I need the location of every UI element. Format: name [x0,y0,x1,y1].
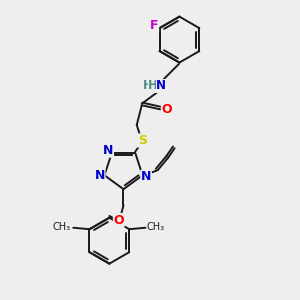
Text: S: S [138,134,147,147]
Text: O: O [113,214,124,226]
Text: N: N [103,144,113,157]
Text: CH₃: CH₃ [53,222,71,232]
Text: N: N [156,79,166,92]
Text: HN: HN [143,79,163,92]
Text: O: O [161,103,172,116]
Text: F: F [150,19,158,32]
Text: N: N [94,169,105,182]
Text: CH₃: CH₃ [147,222,165,232]
Text: H: H [148,79,158,92]
Text: N: N [141,170,151,183]
